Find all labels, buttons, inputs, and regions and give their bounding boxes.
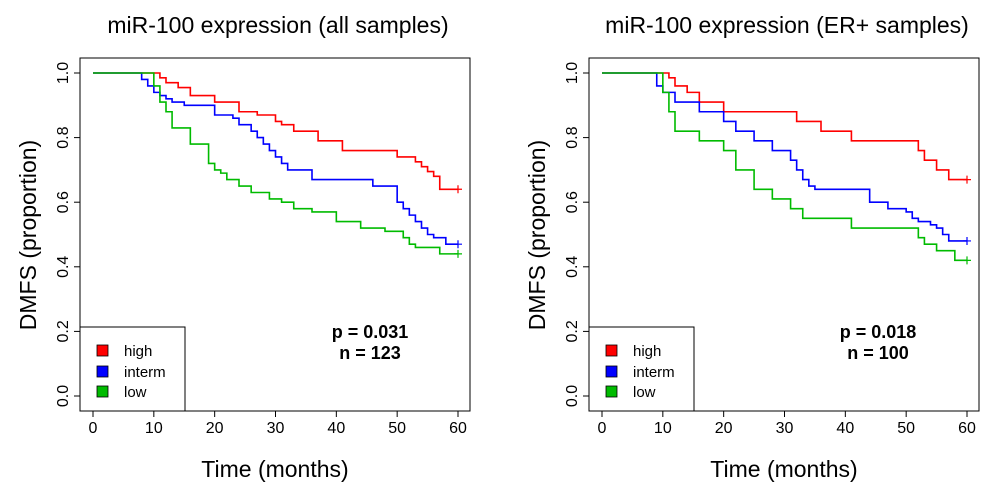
x-tick-label: 60 (958, 420, 976, 437)
x-tick-label: 50 (897, 420, 915, 437)
legend-swatch-high (96, 344, 109, 357)
legend-swatch-high (605, 344, 618, 357)
x-tick-label: 40 (836, 420, 854, 437)
x-tick-label: 0 (598, 420, 607, 437)
x-tick-label: 10 (654, 420, 672, 437)
x-axis-label: Time (months) (710, 456, 857, 482)
panel-er-positive-samples: miR-100 expression (ER+ samples) 0 10 20 30… (524, 12, 980, 482)
chart-title: miR-100 expression (ER+ samples) (605, 12, 969, 38)
legend-label-interm: interm (633, 364, 675, 381)
y-tick-label: 0.8 (55, 126, 72, 148)
y-tick-label: 0.6 (564, 191, 581, 213)
legend-label-high: high (124, 343, 152, 360)
x-tick-label: 0 (89, 420, 98, 437)
x-tick-label: 30 (776, 420, 794, 437)
n-annotation: n = 123 (339, 343, 401, 363)
x-tick-label: 10 (145, 420, 163, 437)
y-tick-label: 0.8 (564, 126, 581, 148)
censor-mark-high (963, 175, 971, 184)
x-tick-label: 20 (206, 420, 224, 437)
legend-swatch-low (96, 385, 109, 398)
series-group (602, 72, 971, 265)
n-annotation: n = 100 (847, 343, 909, 363)
p-value-annotation: p = 0.031 (332, 322, 409, 342)
x-tick-label: 30 (267, 420, 285, 437)
legend: high interm low (588, 326, 695, 412)
legend-swatch-interm (96, 365, 109, 378)
series-line-low (602, 72, 967, 262)
censor-mark-low (963, 256, 971, 265)
legend: high interm low (79, 326, 186, 412)
x-tick-label: 50 (388, 420, 406, 437)
legend-label-high: high (633, 343, 661, 360)
series-line-interm (93, 72, 458, 245)
legend-label-low: low (633, 384, 656, 401)
legend-label-low: low (124, 384, 147, 401)
y-tick-label: 0.4 (55, 256, 72, 278)
censor-mark-low (454, 249, 462, 258)
x-tick-label: 60 (449, 420, 467, 437)
series-line-interm (602, 72, 967, 242)
chart-title: miR-100 expression (all samples) (107, 12, 448, 38)
axes: 0 10 20 30 40 50 60 0.0 0.2 0.4 0.6 0.8 1.0 (564, 62, 976, 437)
series-line-low (93, 72, 458, 255)
y-tick-label: 0.2 (55, 320, 72, 342)
y-tick-label: 0.2 (564, 320, 581, 342)
censor-mark-interm (963, 236, 971, 245)
censor-mark-interm (454, 240, 462, 249)
x-tick-label: 40 (327, 420, 345, 437)
y-axis-label: DMFS (proportion) (524, 140, 550, 330)
y-tick-label: 0.6 (55, 191, 72, 213)
legend-swatch-low (605, 385, 618, 398)
y-tick-label: 1.0 (55, 62, 72, 84)
panel-all-samples: miR-100 expression (all samples) 0 10 20 30… (15, 12, 471, 482)
y-tick-label: 0.0 (564, 385, 581, 407)
legend-label-interm: interm (124, 364, 166, 381)
axes: 0 10 20 30 40 50 60 0.0 0.2 0.4 0.6 0.8 1.0 (55, 62, 467, 437)
series-line-high (602, 72, 967, 181)
y-tick-label: 0.4 (564, 256, 581, 278)
series-group (93, 72, 462, 258)
p-value-annotation: p = 0.018 (840, 322, 917, 342)
y-tick-label: 1.0 (564, 62, 581, 84)
legend-swatch-interm (605, 365, 618, 378)
x-tick-label: 20 (715, 420, 733, 437)
x-axis-label: Time (months) (201, 456, 348, 482)
censor-mark-high (454, 185, 462, 194)
y-axis-label: DMFS (proportion) (15, 140, 41, 330)
y-tick-label: 0.0 (55, 385, 72, 407)
series-line-high (93, 72, 458, 191)
